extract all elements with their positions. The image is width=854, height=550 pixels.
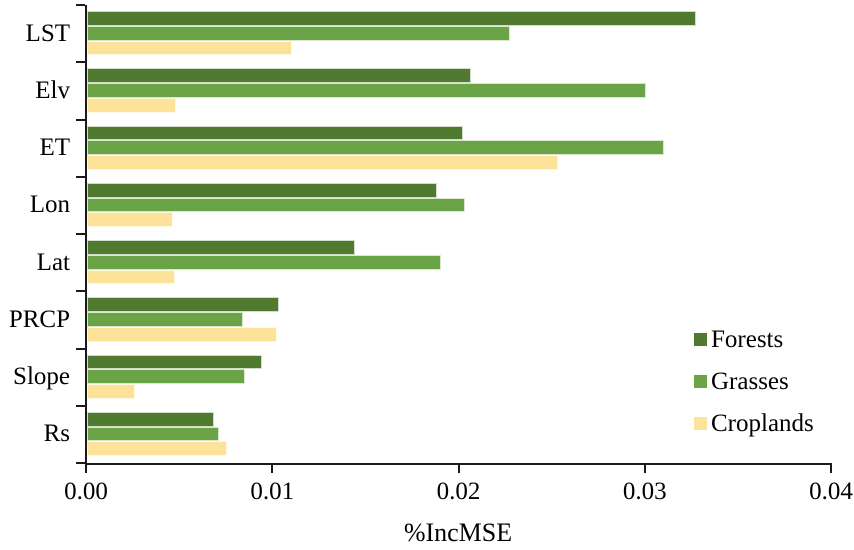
y-axis-tick [76,61,85,64]
legend-item-croplands: Croplands [694,409,814,438]
bar-prcp-croplands [87,326,277,342]
bar-lst-forests [87,11,697,26]
x-axis-tick [271,465,274,473]
y-axis-tick [76,233,85,235]
bar-lon-grasses [87,197,466,213]
y-label-lon: Lon [29,191,70,219]
y-label-elv: Elv [35,76,70,104]
y-axis [85,5,87,471]
x-axis-tick [643,465,646,473]
legend-label: Croplands [711,410,814,437]
x-axis-title: %IncMSE [403,518,513,547]
croplands-swatch-icon [694,417,707,430]
x-tick-label-0.03: 0.03 [622,478,667,505]
bar-elv-croplands [87,97,177,113]
bar-prcp-forests [87,297,279,313]
bar-lon-forests [87,182,438,198]
legend-item-forests: Forests [694,325,814,354]
x-tick-label-0.02: 0.02 [436,478,481,505]
bar-lat-croplands [87,269,175,285]
bar-slope-forests [87,354,263,370]
bar-et-grasses [87,140,665,156]
bar-slope-croplands [87,384,136,399]
bar-elv-forests [87,68,471,84]
x-axis-tick [830,465,832,473]
x-axis-tick [457,465,460,473]
bar-elv-grasses [87,83,646,98]
bar-et-croplands [87,155,559,170]
bar-lat-grasses [87,254,441,270]
y-axis-tick [76,290,85,293]
bar-lst-grasses [87,25,510,41]
y-axis-tick [76,175,85,178]
legend: Forests Grasses Croplands [694,325,814,451]
bar-lon-croplands [87,212,173,228]
y-label-lst: LST [25,19,70,47]
grasses-swatch-icon [694,375,707,388]
y-axis-tick [76,404,85,407]
bar-prcp-grasses [87,312,244,327]
x-axis-tick [85,465,87,473]
y-label-prcp: PRCP [8,305,70,333]
bar-rs-forests [87,411,214,427]
bar-rs-croplands [87,441,227,457]
bar-slope-grasses [87,369,246,385]
y-label-lat: Lat [36,248,70,276]
x-tick-label-0.01: 0.01 [250,478,295,505]
x-tick-label-0.04: 0.04 [809,478,853,505]
legend-label: Forests [711,326,784,353]
bar-lst-croplands [87,40,292,56]
y-label-slope: Slope [13,363,70,391]
y-label-rs: Rs [43,420,70,448]
bar-et-forests [87,125,464,141]
legend-item-grasses: Grasses [694,367,814,396]
x-tick-label-0.00: 0.00 [64,478,108,505]
y-axis-tick [76,4,85,6]
x-axis [85,463,832,465]
y-label-et: ET [39,134,70,162]
bar-lat-forests [87,240,356,255]
y-axis-tick [76,118,85,121]
bar-rs-grasses [87,426,220,442]
plot-area [87,5,832,463]
legend-label: Grasses [711,368,789,395]
forests-swatch-icon [694,333,707,346]
y-axis-tick [76,462,85,464]
y-axis-tick [76,347,85,350]
